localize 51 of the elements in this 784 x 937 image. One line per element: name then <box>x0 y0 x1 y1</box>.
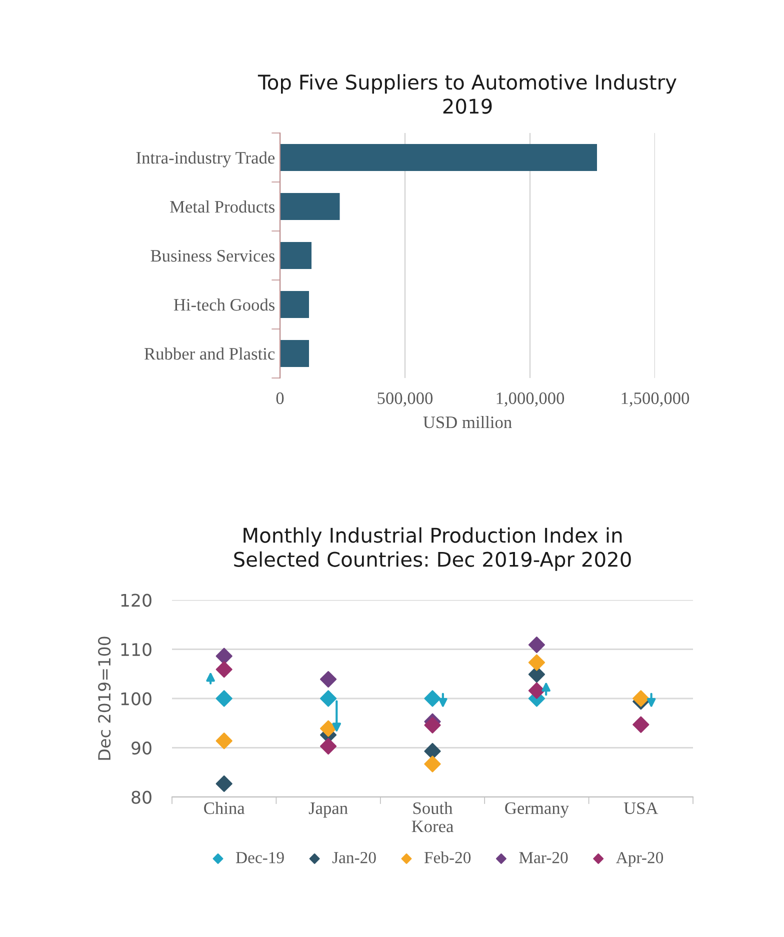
point <box>320 670 337 688</box>
y-tick-label: 120 <box>121 594 152 607</box>
x-tick-label: South Korea <box>412 802 454 832</box>
point <box>632 716 650 733</box>
y-tick-label: 100 <box>121 692 152 706</box>
point <box>424 756 441 772</box>
y-tick-label: 80 <box>132 790 152 804</box>
x-tick-label: Germany <box>505 802 569 818</box>
point <box>632 690 650 707</box>
y-tick-label: Business Services <box>150 250 275 262</box>
y-tick-label: Rubber and Plastic <box>144 347 275 360</box>
legend-label: Mar-20 <box>519 852 568 864</box>
x-tick-label: 1,500,000 <box>622 392 690 407</box>
point <box>424 742 441 760</box>
y-tick-label: 90 <box>132 741 152 755</box>
point <box>528 636 545 654</box>
x-axis-title: USD million <box>423 416 512 428</box>
point <box>216 661 232 678</box>
x-tick-label: 500,000 <box>378 392 433 407</box>
bar <box>280 193 340 220</box>
y-axis-title: Dec 2019=100 <box>98 636 111 760</box>
legend-label: Feb-20 <box>424 852 471 864</box>
y-tick-label: Hi-tech Goods <box>174 298 275 311</box>
y-tick-label: Metal Products <box>170 200 275 213</box>
bar <box>280 242 312 269</box>
y-tick-label: 110 <box>121 642 152 656</box>
x-tick-label: 0 <box>276 392 284 404</box>
point <box>320 738 337 755</box>
bar <box>280 291 309 318</box>
point <box>320 690 337 707</box>
point <box>424 690 441 707</box>
point <box>216 732 232 750</box>
point <box>424 716 441 734</box>
point <box>216 775 232 792</box>
legend-label: Apr-20 <box>616 852 664 867</box>
x-tick-label: USA <box>624 802 658 814</box>
bar <box>280 340 309 367</box>
chart-title: Monthly Industrial Production Index in Selected Countries: Dec 2019-Apr 2020 <box>234 527 631 571</box>
x-tick-label: 1,000,000 <box>496 392 564 407</box>
point <box>528 654 545 671</box>
point <box>320 720 337 737</box>
x-tick-label: Japan <box>308 802 348 818</box>
point <box>216 648 232 664</box>
x-tick-label: China <box>204 802 245 814</box>
point <box>216 690 232 707</box>
point <box>528 682 545 699</box>
bar <box>280 144 597 171</box>
legend-label: Jan-20 <box>332 852 376 864</box>
legend-label: Dec-19 <box>236 852 284 864</box>
y-tick-label: Intra-industry Trade <box>136 151 275 168</box>
chart-title: Top Five Suppliers to Automotive Industry 2019 <box>258 74 676 114</box>
